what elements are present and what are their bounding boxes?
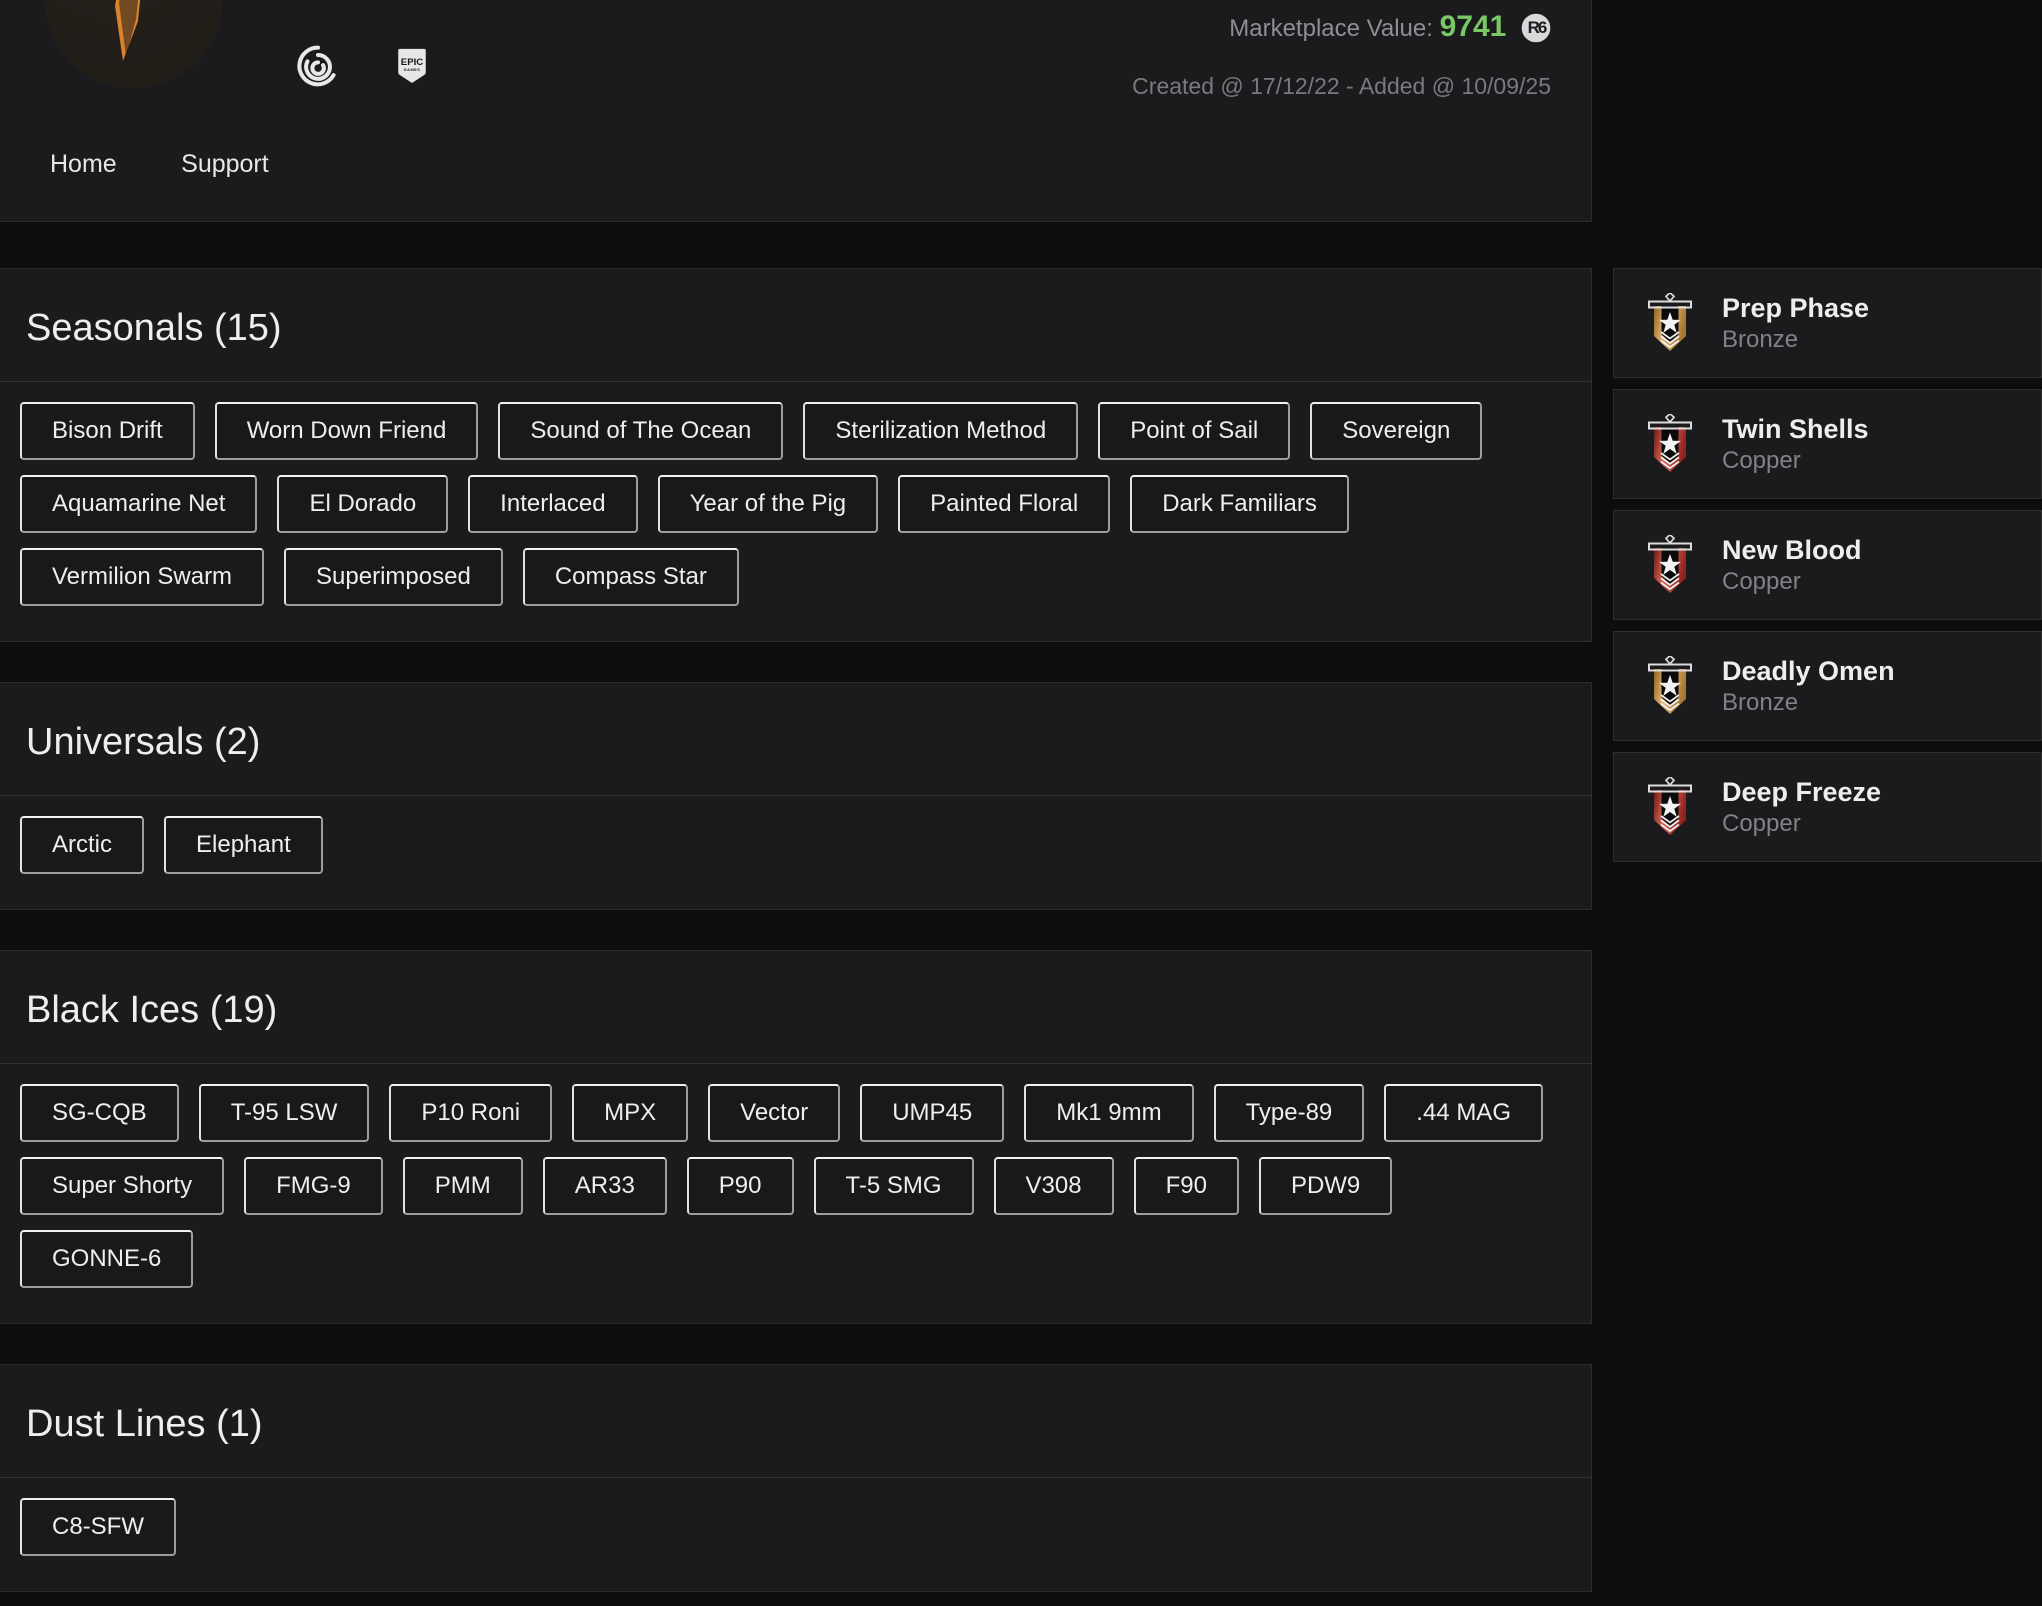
svg-text:GAMES: GAMES — [404, 67, 421, 72]
svg-text:R6: R6 — [1528, 18, 1547, 37]
